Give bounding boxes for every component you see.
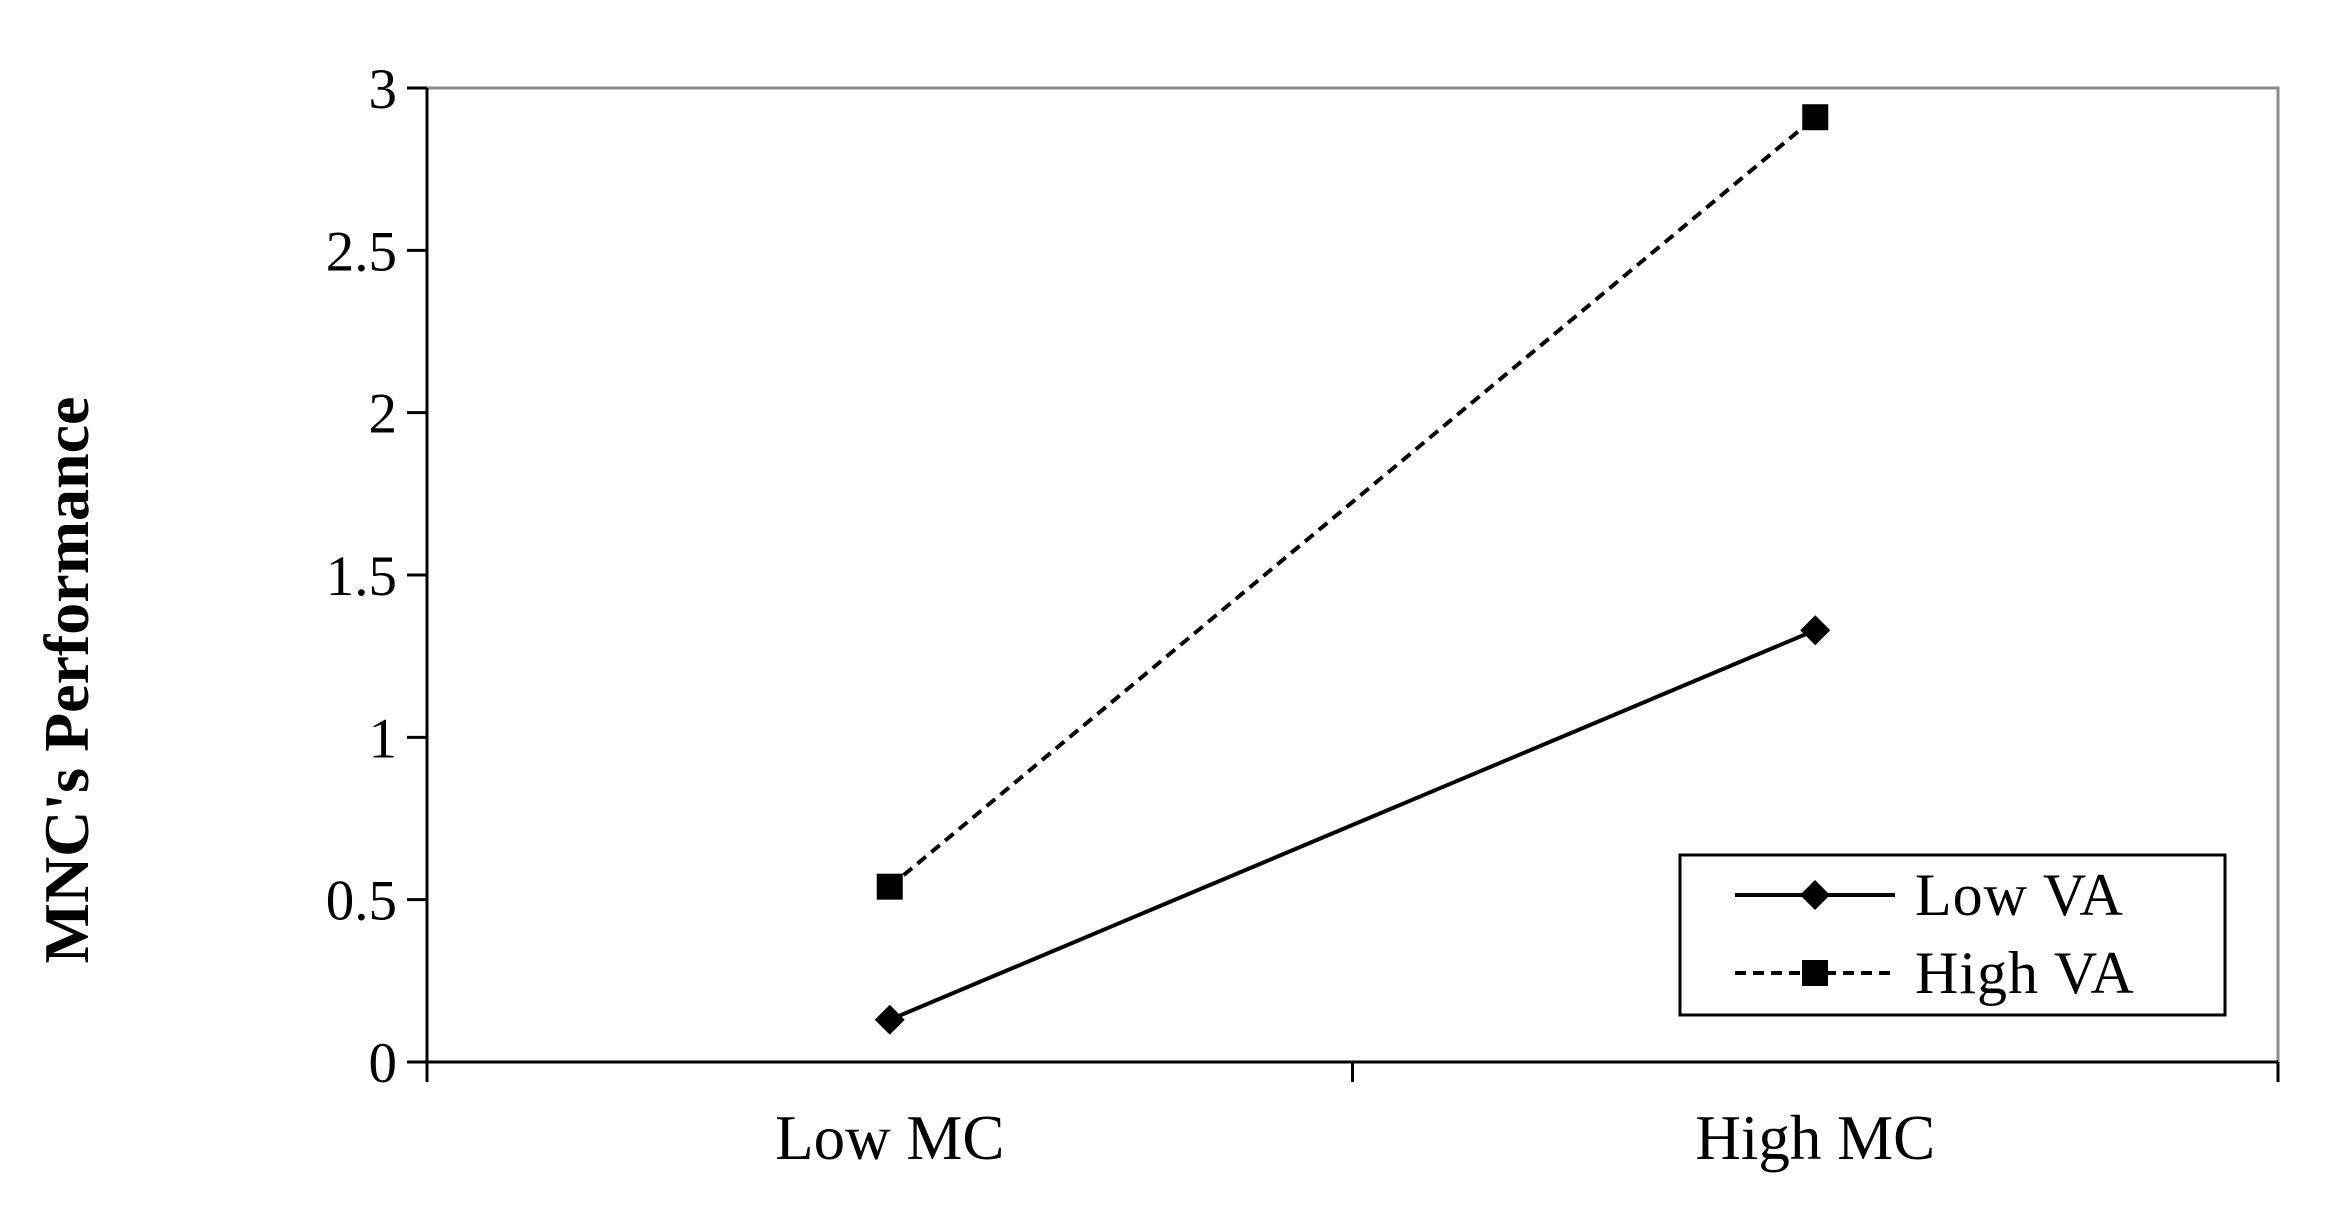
x-category-label: High MC [1695, 1103, 1935, 1173]
data-point [876, 873, 903, 900]
y-tick-label: 1.5 [326, 545, 397, 608]
legend-marker [1800, 880, 1830, 910]
y-tick-label: 0 [369, 1032, 398, 1095]
legend-marker [1802, 960, 1828, 986]
y-tick-label: 2.5 [326, 220, 397, 283]
x-axis: Low MC High MC [425, 1060, 2280, 1173]
series-1 [876, 104, 1829, 900]
y-axis: 0 0.5 1 1.5 2 2.5 3 [326, 58, 429, 1095]
y-tick-label: 2 [369, 383, 398, 446]
y-tick-label: 1 [369, 707, 398, 770]
series-line [888, 115, 1817, 889]
series-layer [874, 104, 1831, 1035]
legend-entry-label: Low VA [1915, 862, 2124, 928]
series-0 [874, 615, 1831, 1035]
legend-box [1678, 853, 2227, 1017]
data-point [1800, 615, 1831, 646]
y-tick-label: 0.5 [326, 870, 397, 933]
y-axis-title: MNC's Performance [31, 397, 102, 964]
series-line [888, 628, 1817, 1022]
legend: Low VA High VA [1678, 853, 2227, 1017]
x-category-label: Low MC [775, 1103, 1004, 1173]
legend-entry-label: High VA [1915, 940, 2135, 1006]
y-tick-label: 3 [369, 58, 398, 121]
data-point [1802, 104, 1829, 131]
data-point [874, 1004, 905, 1035]
